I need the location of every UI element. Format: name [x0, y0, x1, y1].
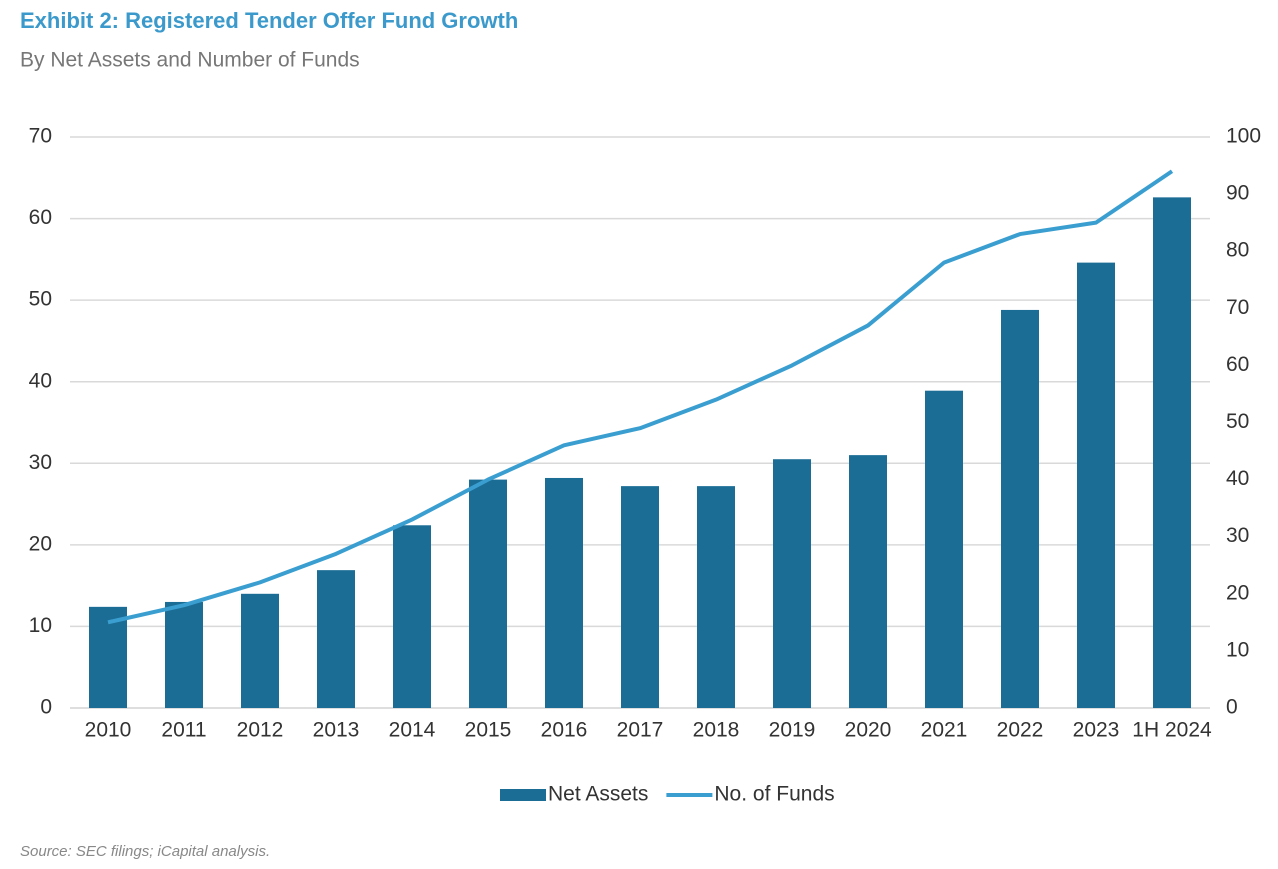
bar: [697, 486, 735, 708]
chart-subtitle: By Net Assets and Number of Funds: [20, 49, 360, 72]
y2-tick-label: 10: [1226, 638, 1249, 661]
bar: [925, 390, 963, 708]
x-tick-label: 2013: [313, 719, 360, 742]
y-tick-label: 40: [29, 369, 52, 392]
y-tick-label: 70: [29, 125, 52, 148]
y-tick-label: 60: [29, 206, 52, 229]
y2-tick-label: 50: [1226, 410, 1249, 433]
x-tick-label: 2012: [237, 719, 284, 742]
y2-tick-label: 0: [1226, 696, 1238, 719]
y-tick-label: 10: [29, 614, 52, 637]
bar: [165, 601, 203, 708]
x-tick-label: 2015: [465, 719, 512, 742]
chart-title: Exhibit 2: Registered Tender Offer Fund …: [20, 8, 518, 33]
bar: [773, 459, 811, 708]
bar: [1001, 309, 1039, 708]
y2-tick-label: 100: [1226, 125, 1261, 148]
y2-tick-label: 80: [1226, 239, 1249, 262]
legend-swatch: [500, 789, 546, 801]
x-tick-label: 2011: [161, 719, 206, 742]
source-note: Source: SEC filings; iCapital analysis.: [20, 843, 270, 860]
x-tick-label: 2022: [997, 719, 1044, 742]
x-tick-label: 1H 2024: [1132, 719, 1212, 742]
x-tick-label: 2010: [85, 719, 132, 742]
x-tick-label: 2019: [769, 719, 816, 742]
bar: [317, 570, 355, 708]
legend-label: No. of Funds: [714, 783, 834, 806]
line: [107, 169, 1174, 625]
bar: [241, 593, 279, 708]
bar: [1077, 262, 1115, 708]
bar: [89, 606, 127, 708]
y2-tick-label: 70: [1226, 296, 1249, 319]
bar: [393, 525, 431, 708]
y2-tick-label: 30: [1226, 524, 1249, 547]
y-tick-label: 30: [29, 451, 52, 474]
bar: [545, 477, 583, 708]
x-tick-label: 2023: [1073, 719, 1120, 742]
y2-tick-label: 20: [1226, 581, 1249, 604]
x-tick-label: 2020: [845, 719, 892, 742]
bar: [621, 486, 659, 708]
bar: [1153, 197, 1191, 708]
x-tick-label: 2016: [541, 719, 588, 742]
y-tick-label: 0: [40, 696, 52, 719]
legend-label: Net Assets: [548, 783, 648, 806]
y-tick-label: 20: [29, 532, 52, 555]
x-tick-label: 2018: [693, 719, 740, 742]
x-tick-label: 2017: [617, 719, 664, 742]
x-tick-label: 2014: [389, 719, 436, 742]
y2-tick-label: 60: [1226, 353, 1249, 376]
bar: [849, 455, 887, 708]
y-tick-label: 50: [29, 288, 52, 311]
x-tick-label: 2021: [921, 719, 968, 742]
y2-tick-label: 40: [1226, 467, 1249, 490]
bar: [469, 479, 507, 708]
y2-tick-label: 90: [1226, 182, 1249, 205]
